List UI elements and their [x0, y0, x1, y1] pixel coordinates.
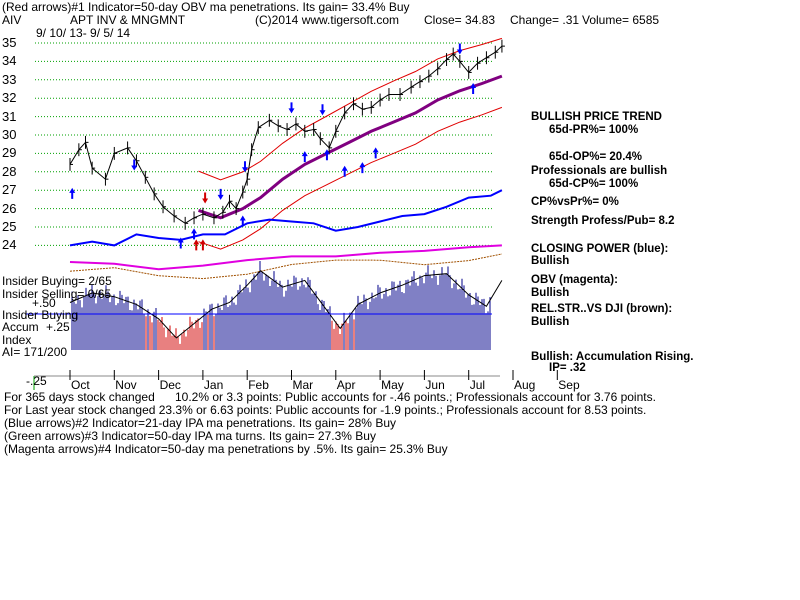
- closing-power-line: [69, 189, 503, 247]
- cp-vs-pr: CP%vsPr%= 0%: [531, 196, 619, 208]
- month-label: May: [381, 378, 404, 392]
- price-tick-label: 24: [2, 237, 17, 253]
- obv-status: Bullish: [531, 287, 570, 299]
- trend-title: BULLISH PRICE TREND: [531, 111, 662, 123]
- insider-buying-count: Insider Buying= 2/65: [2, 274, 112, 288]
- ma50-line: [198, 74, 503, 220]
- closing-power-label: CLOSING POWER (blue):: [531, 243, 669, 255]
- accum-status: Bullish: Accumulation Rising.: [531, 351, 694, 363]
- close-value: Close= 34.83: [424, 13, 496, 27]
- price-tick-label: 33: [2, 71, 17, 87]
- signal-arrow: [288, 102, 295, 114]
- insider-selling-count: Insider Selling= 0/65: [2, 287, 112, 301]
- signal-arrow: [191, 228, 198, 240]
- date-range: 9/ 10/ 13- 9/ 5/ 14: [36, 26, 131, 40]
- relative-strength-line: [69, 253, 502, 280]
- footer-365-prefix: For 365 days stock changed: [4, 390, 155, 404]
- upper-band-line: [198, 37, 503, 181]
- month-label: Aug: [514, 378, 536, 392]
- signal-arrow: [202, 192, 209, 204]
- price-tick-label: 32: [2, 90, 17, 106]
- price-tick-label: 35: [2, 35, 17, 50]
- closing-power-status: Bullish: [531, 255, 570, 267]
- month-label: Nov: [115, 378, 137, 392]
- signal-arrow: [301, 151, 308, 163]
- signal-arrow: [341, 165, 348, 177]
- signal-arrow: [69, 187, 76, 199]
- month-label: Jun: [425, 378, 445, 392]
- strength-ratio: Strength Profess/Pub= 8.2: [531, 215, 675, 227]
- price-tick-label: 26: [2, 200, 17, 216]
- price-gridlines: [35, 42, 492, 246]
- footer-magenta-arrows: (Magenta arrows)#4 Indicator=50-day ma p…: [4, 442, 448, 456]
- change-value: Change= .31: [510, 13, 580, 27]
- signal-arrow: [372, 147, 379, 159]
- index-label: Index: [2, 333, 32, 347]
- volume-value: Volume= 6585: [582, 13, 660, 27]
- month-label: Dec: [159, 378, 181, 392]
- month-label: Feb: [248, 378, 269, 392]
- price-tick-label: 25: [2, 219, 17, 234]
- signal-arrow: [217, 188, 224, 200]
- price-tick-label: 30: [2, 127, 17, 142]
- price-tick-label: 27: [2, 182, 17, 198]
- indicator-lines: [69, 37, 505, 339]
- ai-value: AI= 171/200: [2, 345, 68, 359]
- price-tick-label: 28: [2, 163, 17, 179]
- signal-arrow: [177, 237, 184, 249]
- signal-arrow: [319, 104, 326, 116]
- price-tick-label: 34: [2, 53, 17, 69]
- month-axis-ticks: [33, 370, 558, 390]
- signal-arrows: [69, 43, 477, 251]
- month-label: Jul: [469, 378, 486, 392]
- signal-arrow: [456, 43, 463, 55]
- relstr-label: REL.STR..VS DJI (brown):: [531, 303, 673, 315]
- cp-value: 65d-CP%= 100%: [549, 178, 639, 190]
- ip-value: IP= .32: [549, 362, 586, 374]
- accum-tick-plus25: +.25: [46, 320, 70, 334]
- signal-arrow: [239, 215, 246, 227]
- professionals-status: Professionals are bullish: [531, 165, 668, 177]
- accumulation-histogram: [71, 261, 491, 350]
- relstr-status: Bullish: [531, 316, 570, 328]
- price-line: [69, 45, 503, 224]
- accum-tick-plus50: +.50: [32, 296, 56, 310]
- pr-value: 65d-PR%= 100%: [549, 124, 639, 136]
- obv-label: OBV (magenta):: [531, 274, 618, 286]
- signal-arrow: [131, 159, 138, 171]
- symbol: AIV: [2, 13, 22, 27]
- footer-365-detail: 10.2% or 3.3 points: Public accounts for…: [175, 390, 656, 404]
- month-label: Mar: [292, 378, 314, 392]
- lower-band-line: [198, 106, 503, 250]
- price-tick-label: 29: [2, 145, 17, 161]
- signal-arrow: [359, 162, 366, 174]
- price-tick-label: 31: [2, 108, 17, 124]
- month-label: Sep: [558, 378, 580, 392]
- signal-arrow: [193, 239, 200, 251]
- signal-arrow: [470, 83, 477, 94]
- company-name: APT INV & MNGMNT: [70, 13, 186, 27]
- insider-buying-label: Insider Buying: [2, 308, 79, 322]
- accum-tick-minus25: -.25: [26, 374, 47, 388]
- month-label: Jan: [203, 378, 224, 392]
- footer-blue-arrows: (Blue arrows)#2 Indicator=21-day IPA ma …: [4, 416, 396, 430]
- footer-green-arrows: (Green arrows)#3 Indicator=50-day IPA ma…: [4, 429, 376, 443]
- footer-last-year: For Last year stock changed 23.3% or 6.6…: [4, 403, 647, 417]
- accum-label: Accum: [2, 320, 39, 334]
- month-label: Oct: [71, 378, 90, 392]
- signal-arrow: [199, 239, 206, 251]
- copyright: (C)2014 www.tigersoft.com: [255, 13, 400, 27]
- op-value: 65d-OP%= 20.4%: [549, 151, 643, 163]
- signal-arrow: [241, 161, 248, 173]
- indicator-1-text: (Red arrows)#1 Indicator=50-day OBV ma p…: [2, 0, 410, 14]
- month-label: Apr: [336, 378, 356, 392]
- obv-line: [69, 244, 502, 271]
- signal-arrow: [323, 149, 330, 161]
